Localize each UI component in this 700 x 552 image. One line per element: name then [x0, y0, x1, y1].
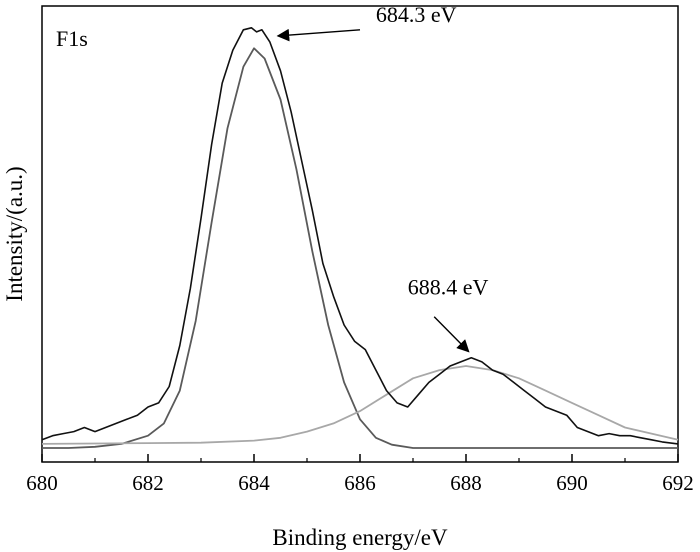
annotation-layer: 684.3 eV 688.4 eV — [276, 2, 489, 353]
x-tick-label-692: 692 — [662, 471, 694, 495]
plot-frame — [41, 5, 679, 463]
series-fit-peak-2 — [41, 365, 679, 445]
series-measured-0 — [41, 27, 679, 445]
annotation-arrow-0 — [276, 28, 361, 42]
y-axis-label: Intensity/(a.u.) — [2, 166, 27, 301]
x-tick-label-684: 684 — [238, 471, 270, 495]
x-tick-label-682: 682 — [132, 471, 164, 495]
series-fit-peak-1 — [42, 47, 678, 449]
annotation-label-0: 684.3 eV — [376, 2, 457, 27]
annotation-label-1: 688.4 eV — [408, 274, 489, 299]
x-ticks: 680 682 684 686 688 690 692 — [26, 454, 694, 495]
series-layer — [41, 27, 679, 449]
annotation-arrow-1 — [433, 316, 470, 353]
panel-label: F1s — [56, 26, 88, 51]
x-tick-label-688: 688 — [450, 471, 482, 495]
x-axis-label: Binding energy/eV — [272, 525, 448, 550]
x-tick-label-690: 690 — [556, 471, 588, 495]
x-tick-label-686: 686 — [344, 471, 376, 495]
x-tick-label-680: 680 — [26, 471, 58, 495]
